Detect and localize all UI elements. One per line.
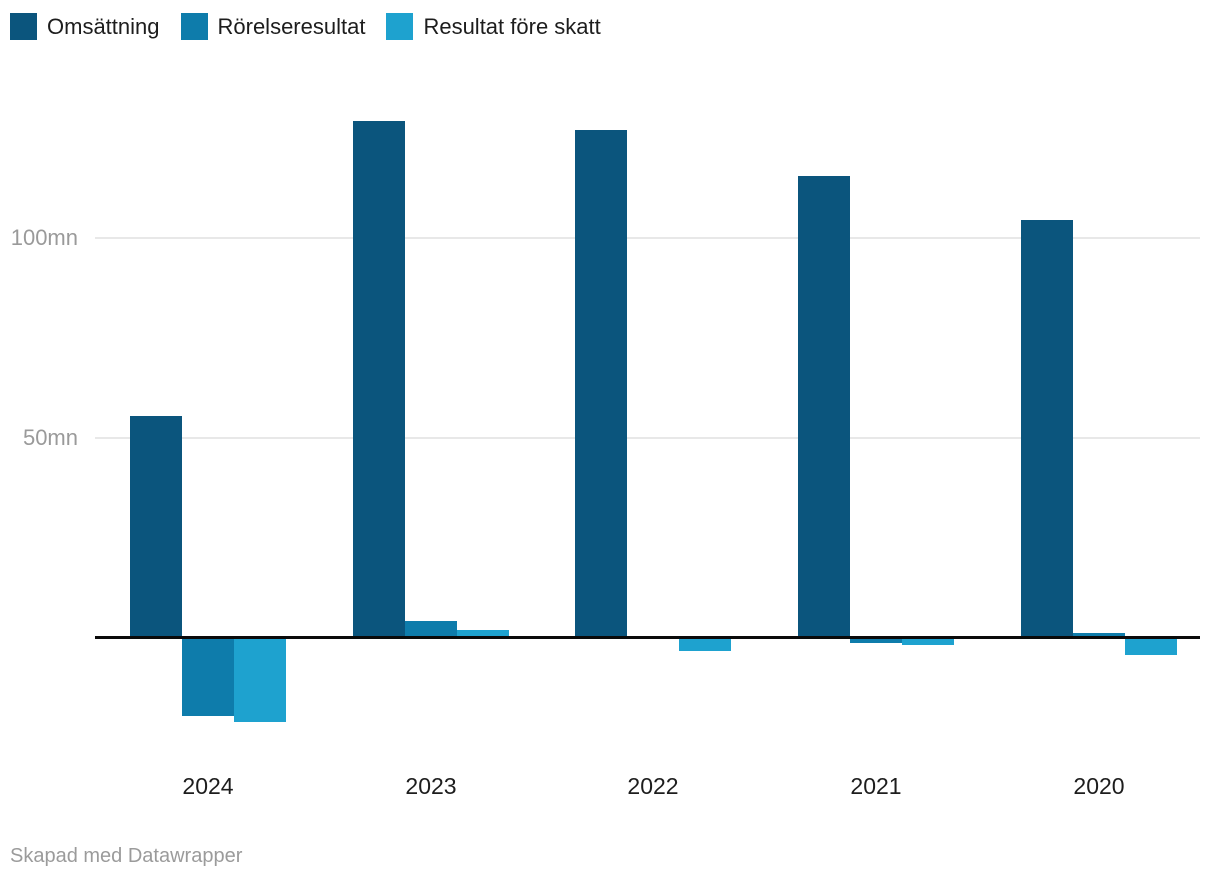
legend-swatch-icon	[180, 13, 208, 40]
bar	[1021, 220, 1073, 636]
x-axis-tick-label: 2021	[850, 773, 902, 799]
legend-label: Rörelseresultat	[217, 14, 366, 39]
x-axis-tick-label: 2023	[405, 773, 457, 799]
bar	[850, 639, 902, 643]
bar	[902, 639, 954, 645]
legend-swatch-icon	[386, 13, 414, 40]
gridline	[95, 236, 1200, 239]
legend-label: Resultat före skatt	[423, 14, 601, 39]
bar	[457, 629, 509, 636]
legend-label: Omsättning	[47, 14, 160, 39]
x-axis-tick-label: 2020	[1073, 773, 1125, 799]
legend: Omsättning Rörelseresultat Resultat före s…	[10, 13, 601, 40]
bar	[1125, 639, 1177, 655]
legend-item: Omsättning	[10, 13, 160, 40]
bar	[679, 639, 731, 651]
legend-swatch-icon	[10, 13, 37, 40]
bar	[182, 639, 234, 717]
gridline	[95, 436, 1200, 439]
x-axis-tick-label: 2022	[627, 773, 679, 799]
bar	[130, 416, 182, 636]
bar	[798, 176, 850, 636]
bar	[575, 130, 627, 636]
bar	[1073, 633, 1125, 636]
bar	[353, 120, 405, 636]
bar	[405, 620, 457, 636]
bar	[234, 639, 286, 723]
legend-item: Resultat före skatt	[386, 13, 601, 40]
legend-item: Rörelseresultat	[180, 13, 366, 40]
x-axis-baseline	[95, 636, 1200, 639]
y-axis-tick-label: 50mn	[22, 424, 78, 450]
y-axis-tick-label: 100mn	[10, 224, 78, 250]
footer-credit: Skapad med Datawrapper	[10, 845, 243, 867]
x-axis-tick-label: 2024	[182, 773, 234, 799]
